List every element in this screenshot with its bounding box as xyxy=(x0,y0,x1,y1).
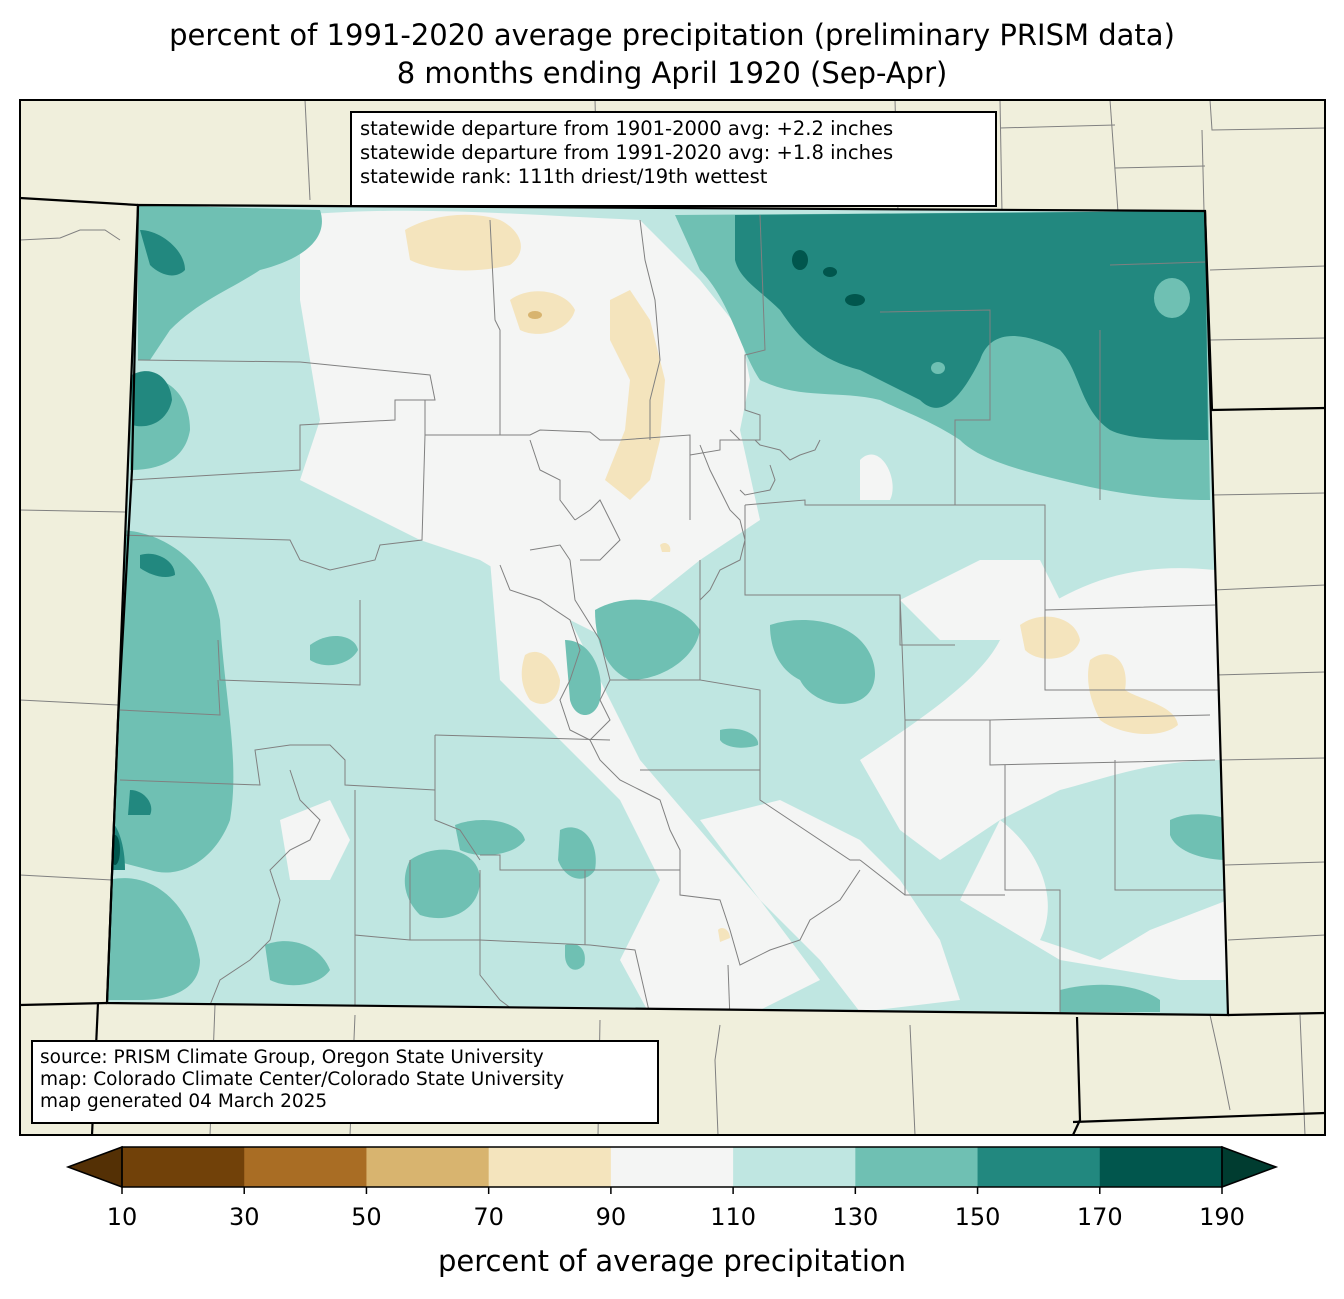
colorbar-tick-label: 90 xyxy=(595,1203,627,1231)
credits-box: source: PRISM Climate Group, Oregon Stat… xyxy=(31,1040,659,1124)
stat-departure-1991-2020: statewide departure from 1991-2020 avg: … xyxy=(360,141,894,164)
colorado-county-lines xyxy=(119,214,1228,1015)
zone-50-70 xyxy=(528,311,542,319)
colorbar-tick-label: 190 xyxy=(1199,1203,1245,1231)
colorbar-under-arrow xyxy=(65,1145,123,1189)
colorbar-segment-0 xyxy=(122,1147,245,1187)
colorbar-segment-3 xyxy=(488,1147,612,1187)
colorbar-tick-label: 150 xyxy=(954,1203,1001,1231)
colorbar-tick-label: 50 xyxy=(351,1203,382,1231)
colorbar-tick-label: 130 xyxy=(832,1203,879,1231)
zone-150-170 xyxy=(108,211,1208,870)
colorbar-tick-label: 10 xyxy=(106,1203,138,1231)
credit-map: map: Colorado Climate Center/Colorado St… xyxy=(40,1069,565,1090)
credit-source: source: PRISM Climate Group, Oregon Stat… xyxy=(40,1047,544,1068)
zone-130-150-islands xyxy=(931,278,1190,374)
map-title-line2: 8 months ending April 1920 (Sep-Apr) xyxy=(396,56,948,90)
colorbar xyxy=(65,1145,1279,1194)
credit-generated: map generated 04 March 2025 xyxy=(40,1091,328,1112)
colorbar-tick-label: 110 xyxy=(710,1203,757,1231)
colorbar-tick-label: 30 xyxy=(228,1203,260,1231)
colorbar-tick-label: 70 xyxy=(473,1203,504,1231)
precipitation-map xyxy=(19,99,1326,1136)
colorbar-segment-6 xyxy=(855,1147,979,1187)
colorbar-label: percent of average precipitation xyxy=(437,1244,907,1278)
colorbar-segment-5 xyxy=(733,1147,856,1187)
stat-departure-1901-2000: statewide departure from 1901-2000 avg: … xyxy=(360,117,894,140)
colorbar-segment-4 xyxy=(610,1147,734,1187)
map-title-line1: percent of 1991-2020 average precipitati… xyxy=(169,18,1175,52)
colorbar-segment-7 xyxy=(977,1147,1101,1187)
map-frame xyxy=(19,99,1326,1136)
statewide-stats-box: statewide departure from 1901-2000 avg: … xyxy=(350,111,997,207)
colorbar-segment-8 xyxy=(1099,1147,1223,1187)
colorbar-segment-1 xyxy=(244,1147,367,1187)
colorbar-over-arrow xyxy=(1221,1145,1279,1189)
colorbar-tick-label: 170 xyxy=(1076,1203,1123,1231)
stat-rank: statewide rank: 111th driest/19th wettes… xyxy=(360,165,768,188)
colorbar-segment-2 xyxy=(366,1147,490,1187)
colorbar-outline xyxy=(121,1146,1223,1188)
